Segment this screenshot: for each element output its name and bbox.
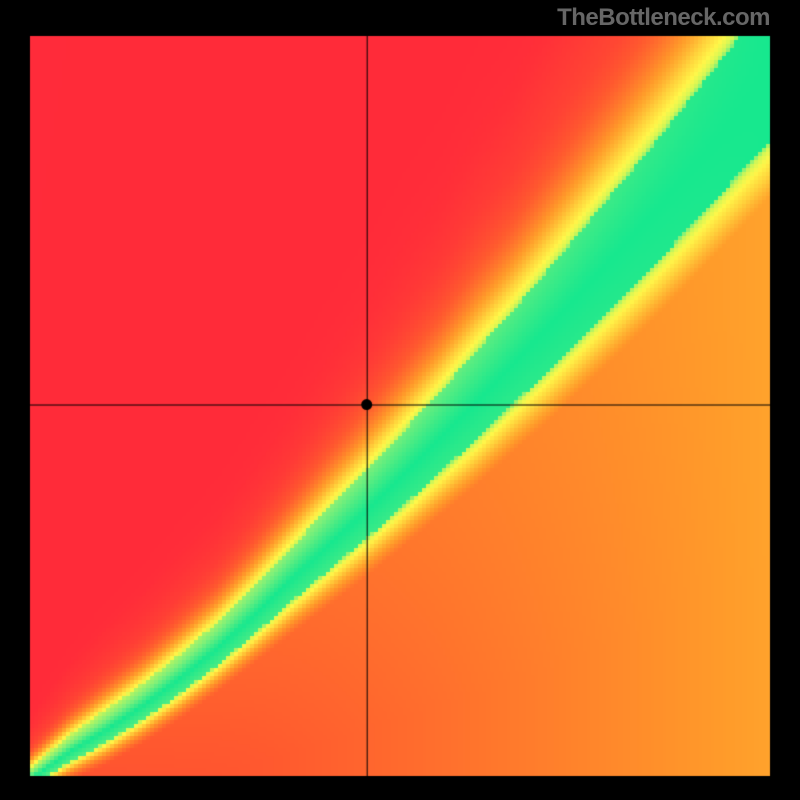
chart-container: { "attribution": "TheBottleneck.com", "c… bbox=[0, 0, 800, 800]
bottleneck-heatmap bbox=[0, 0, 800, 800]
attribution-label: TheBottleneck.com bbox=[557, 4, 770, 32]
